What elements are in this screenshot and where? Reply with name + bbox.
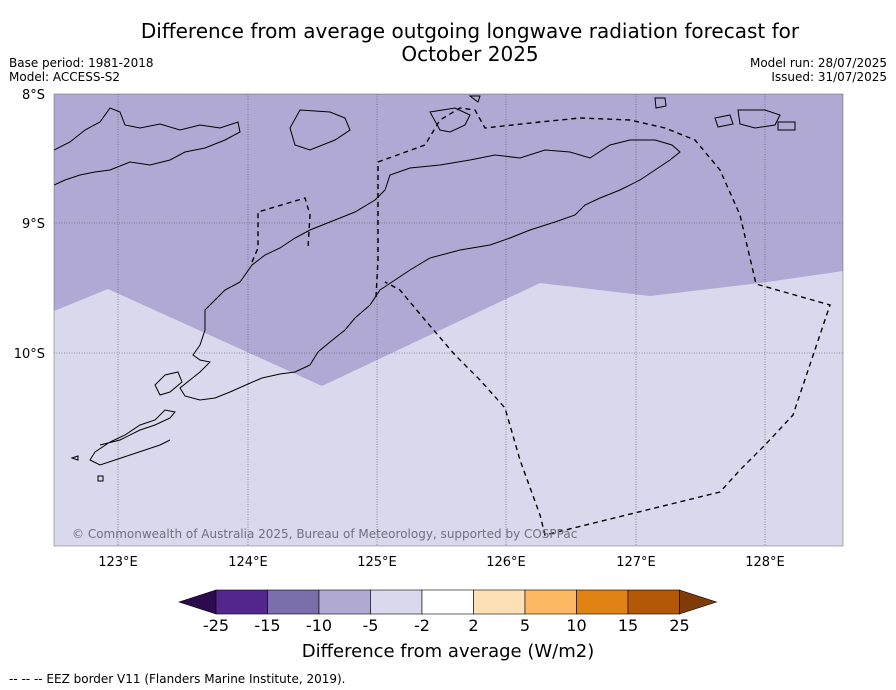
colorbar-segment bbox=[215, 589, 268, 615]
map-area: © Commonwealth of Australia 2025, Bureau… bbox=[54, 94, 843, 546]
lon-label-124e: 124°E bbox=[228, 555, 268, 570]
lon-label-128e: 128°E bbox=[745, 555, 785, 570]
colorbar-segment bbox=[524, 589, 577, 615]
lon-label-126e: 126°E bbox=[486, 555, 526, 570]
latitude-labels: 8°S 9°S 10°S bbox=[14, 88, 45, 362]
colorbar-segment bbox=[318, 589, 371, 615]
colorbar-tick-label: 5 bbox=[520, 616, 530, 635]
colorbar-extend-low bbox=[178, 589, 217, 615]
lon-label-125e: 125°E bbox=[357, 555, 397, 570]
meta-left: Base period: 1981-2018 Model: ACCESS-S2 bbox=[9, 56, 154, 84]
anomaly-band-dark bbox=[54, 94, 843, 386]
roti-semau-coast bbox=[89, 371, 183, 466]
colorbar-segment bbox=[576, 589, 629, 615]
issued-date: Issued: 31/07/2025 bbox=[771, 70, 887, 84]
title-line-1: Difference from average outgoing longwav… bbox=[140, 19, 800, 43]
alor-wetar-coast bbox=[289, 107, 471, 151]
colorbar-tick-label: -15 bbox=[254, 616, 280, 635]
lon-label-123e: 123°E bbox=[98, 555, 138, 570]
model-run: Model run: 28/07/2025 bbox=[749, 56, 887, 70]
longitude-labels: 123°E 124°E 125°E 126°E 127°E 128°E bbox=[98, 555, 785, 570]
lon-label-127e: 127°E bbox=[616, 555, 656, 570]
lat-label-10s: 10°S bbox=[14, 347, 45, 362]
flores-coast bbox=[54, 107, 241, 186]
colorbar-extend-high bbox=[679, 589, 718, 615]
colorbar-tick-label: 10 bbox=[566, 616, 586, 635]
model-name: Model: ACCESS-S2 bbox=[9, 70, 121, 84]
timor-coast bbox=[179, 139, 681, 401]
colorbar-segment bbox=[421, 589, 474, 615]
colorbar-tick-label: 25 bbox=[669, 616, 689, 635]
chart-title: Difference from average outgoing longwav… bbox=[100, 20, 840, 66]
eez-legend-note: -- -- -- EEZ border V11 (Flanders Marine… bbox=[9, 672, 346, 686]
colorbar-tick-label: 2 bbox=[468, 616, 478, 635]
colorbar: -25 -15 -10 -5 -2 2 5 10 15 25 bbox=[178, 589, 718, 635]
map-frame bbox=[53, 93, 844, 547]
colorbar-segment bbox=[370, 589, 423, 615]
colorbar-tick-label: -5 bbox=[363, 616, 379, 635]
colorbar-segment bbox=[473, 589, 526, 615]
lat-label-9s: 9°S bbox=[22, 217, 45, 232]
colorbar-tick-label: -2 bbox=[414, 616, 430, 635]
title-line-2: October 2025 bbox=[401, 42, 539, 66]
base-period: Base period: 1981-2018 bbox=[9, 56, 154, 70]
eez-borders bbox=[251, 107, 831, 536]
copyright-text: © Commonwealth of Australia 2025, Bureau… bbox=[72, 527, 577, 541]
meta-right: Model run: 28/07/2025 Issued: 31/07/2025 bbox=[750, 56, 887, 84]
colorbar-segment bbox=[627, 589, 680, 615]
coastlines bbox=[54, 95, 796, 482]
colorbar-tick-label: -25 bbox=[203, 616, 229, 635]
graticule bbox=[54, 94, 843, 546]
colorbar-segment bbox=[267, 589, 320, 615]
lat-label-8s: 8°S bbox=[22, 88, 45, 103]
colorbar-tick-label: 15 bbox=[618, 616, 638, 635]
colorbar-label: Difference from average (W/m2) bbox=[302, 641, 594, 662]
east-islands bbox=[654, 97, 796, 131]
small-islets bbox=[70, 95, 481, 482]
colorbar-tick-label: -10 bbox=[306, 616, 332, 635]
